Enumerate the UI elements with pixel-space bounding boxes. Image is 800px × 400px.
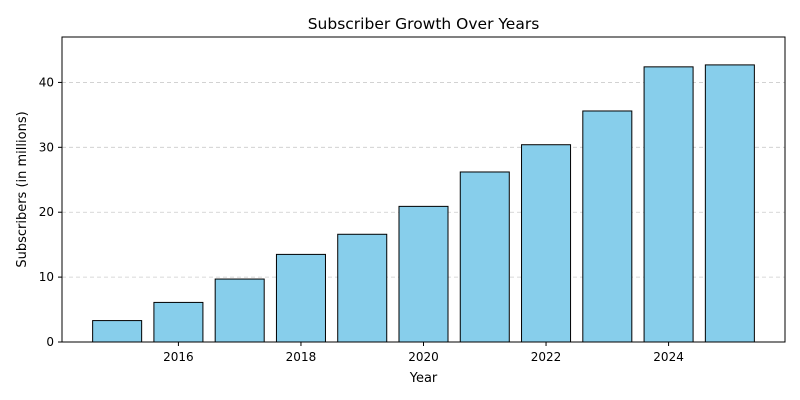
x-tick-label: 2016	[163, 350, 194, 364]
bars	[92, 64, 755, 343]
y-axis-label: Subscribers (in millions)	[15, 111, 30, 267]
x-tick-label: 2024	[653, 350, 684, 364]
y-tick-label: 20	[39, 205, 54, 219]
bar	[643, 66, 694, 343]
bar	[398, 205, 449, 343]
x-tick-label: 2018	[286, 350, 317, 364]
bar	[521, 144, 572, 343]
y-tick-label: 30	[39, 140, 54, 154]
bar	[92, 320, 143, 343]
bar	[337, 233, 388, 343]
bar	[153, 301, 204, 343]
x-tick-label: 2022	[531, 350, 562, 364]
y-tick-label: 0	[46, 335, 54, 349]
bar	[214, 278, 265, 343]
x-tick-label: 2020	[408, 350, 439, 364]
bar	[582, 110, 633, 343]
x-axis-label: Year	[409, 371, 438, 386]
bar	[275, 253, 326, 343]
x-axis-ticks: 2016 2018 2020 2022 2024	[163, 342, 684, 364]
y-tick-label: 10	[39, 270, 54, 284]
bar	[704, 64, 755, 343]
y-axis-ticks: 0 10 20 30 40	[39, 75, 62, 349]
bar	[459, 171, 510, 343]
y-tick-label: 40	[39, 75, 54, 89]
chart-title: Subscriber Growth Over Years	[308, 15, 540, 33]
